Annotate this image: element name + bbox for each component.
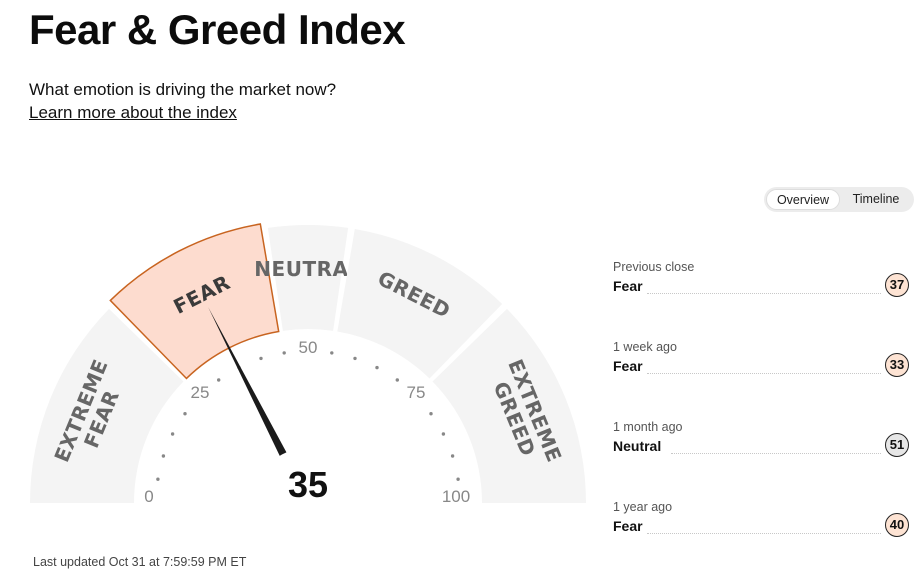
timeline-tab[interactable]: Timeline [852, 192, 900, 206]
history-rating: Fear [613, 278, 643, 294]
history-item-1-month: 1 month ago Neutral 51 [613, 420, 913, 480]
gauge-tick-dot [156, 477, 160, 481]
history-period: 1 week ago [613, 340, 677, 354]
scale-label-100: 100 [442, 487, 470, 506]
scale-label-50: 50 [299, 338, 318, 357]
history-period: 1 month ago [613, 420, 683, 434]
history-value-badge: 33 [885, 353, 909, 377]
history-item-1-year: 1 year ago Fear 40 [613, 500, 913, 560]
gauge-tick-dot [450, 454, 455, 458]
history-value-badge: 40 [885, 513, 909, 537]
history-rating: Neutral [613, 438, 662, 454]
gauge-tick-dot [282, 351, 286, 355]
gauge-segment-neutral [267, 224, 349, 331]
gauge-tick-dot [429, 412, 433, 416]
score-disc [253, 448, 363, 530]
gauge-tick-dot [170, 432, 175, 436]
gauge-tick-dot [353, 356, 357, 361]
scale-label-25: 25 [191, 383, 210, 402]
history-rating: Fear [613, 358, 643, 374]
history-period: Previous close [613, 260, 695, 274]
view-toggle: Overview Timeline [764, 187, 914, 212]
gauge-segment-extreme-greed [432, 308, 586, 503]
gauge-segment-extreme-fear [30, 308, 184, 503]
history-value-badge: 37 [885, 273, 909, 297]
history-period: 1 year ago [613, 500, 673, 514]
history-value-badge: 51 [885, 433, 909, 457]
score-value: 35 [288, 464, 328, 505]
dotted-leader [647, 293, 881, 294]
gauge-segment-greed [337, 228, 503, 379]
learn-more-link[interactable]: Learn more about the index [29, 103, 237, 122]
scale-label-0: 0 [144, 487, 153, 506]
dotted-leader [647, 373, 881, 374]
gauge-segment-label-neutral: NEUTRAL [254, 257, 361, 281]
overview-tab[interactable]: Overview [766, 189, 840, 210]
gauge-tick-dot [161, 454, 166, 458]
scale-label-75: 75 [407, 383, 426, 402]
gauge-tick-dot [330, 351, 334, 355]
gauge-tick-dot [456, 477, 460, 481]
history-rating: Fear [613, 518, 643, 534]
page-title: Fear & Greed Index [29, 6, 406, 53]
dotted-leader [647, 533, 881, 534]
gauge-tick-dot [217, 378, 221, 382]
gauge-tick-dot [441, 432, 446, 436]
gauge-segment-fear [109, 223, 280, 380]
gauge-tick-dot [395, 378, 399, 382]
gauge-tick-dot [259, 356, 263, 361]
last-updated-text: Last updated Oct 31 at 7:59:59 PM ET [33, 555, 247, 569]
gauge-tick-dot [183, 412, 187, 416]
page-subtitle: What emotion is driving the market now? [29, 80, 337, 99]
history-item-previous-close: Previous close Fear 37 [613, 260, 913, 320]
dotted-leader [671, 453, 881, 454]
history-item-1-week: 1 week ago Fear 33 [613, 340, 913, 400]
gauge-tick-dot [375, 365, 379, 370]
